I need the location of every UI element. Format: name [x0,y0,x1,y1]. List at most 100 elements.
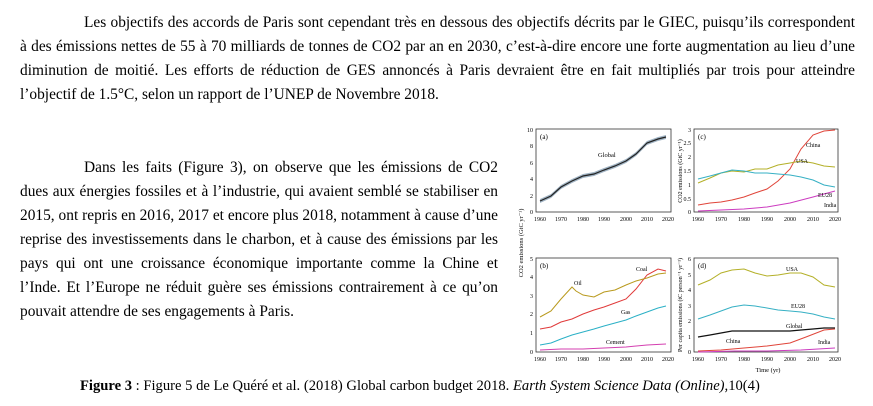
left-ylabel: CO2 emissions (GtC yr⁻¹) [518,209,525,278]
panel-c-india-line [697,190,836,212]
panel-a-xticks: 1960 1970 1980 1990 2000 2010 2020 [534,217,674,223]
svg-text:2000: 2000 [784,357,796,363]
panel-b-frame [535,257,672,353]
svg-text:5: 5 [688,273,691,279]
panel-d-china-label: China [726,339,741,345]
panel-d-india-label: India [818,340,831,346]
panel-a-letter: (a) [540,133,548,141]
panel-d-letter: (d) [698,262,707,270]
svg-text:1970: 1970 [715,217,727,223]
svg-text:2020: 2020 [829,217,841,223]
panel-b-coal-line [539,268,667,330]
panel-b-coal-label: Coal [636,267,648,273]
svg-text:4: 4 [530,177,533,183]
x-axis-label: Time (yr) [756,367,781,374]
svg-text:1980: 1980 [577,217,589,223]
panel-d-yticks: 0 1 2 3 4 5 6 [688,257,691,356]
paragraph-paris-objectives: Les objectifs des accords de Paris sont … [20,14,855,103]
panel-d-global-line [697,327,835,338]
panel-a-yticks: 0 2 4 6 8 10 [527,128,533,216]
svg-text:3: 3 [688,304,691,310]
panel-b-oil-line [539,272,667,318]
svg-text:2: 2 [688,155,691,161]
panel-d-eu28-line [697,304,836,320]
svg-text:0: 0 [688,210,691,216]
panel-c-china-line [697,129,836,206]
panel-c-india-label: India [824,203,837,209]
svg-text:2010: 2010 [807,217,819,223]
svg-text:1: 1 [688,183,691,189]
svg-text:10: 10 [527,128,533,134]
panel-a-uncertainty-band [540,135,666,203]
svg-text:2: 2 [530,194,533,200]
svg-text:2.5: 2.5 [684,141,692,147]
panel-b-cement-label: Cement [606,340,625,346]
panel-c-letter: (c) [698,133,706,141]
svg-text:3: 3 [530,294,533,300]
svg-text:2: 2 [530,312,533,318]
figure-3-emissions-panels: (a) (c) (b) (d) 0 2 4 6 8 10 0 1 2 3 4 5… [518,128,841,374]
svg-text:2: 2 [688,319,691,325]
svg-text:2020: 2020 [662,357,674,363]
svg-text:1990: 1990 [761,217,773,223]
panel-b-oil-label: Oil [574,281,582,287]
panel-b-gas-line [539,305,667,346]
svg-text:3: 3 [688,128,691,134]
panel-b-cement-line [539,343,667,351]
svg-text:1960: 1960 [692,357,704,363]
panel-c-eu28-line [697,169,836,188]
panel-d-eu28-label: EU28 [791,304,805,310]
panel-a-global-line [539,136,667,202]
svg-text:1970: 1970 [715,357,727,363]
panel-c-xticks: 1960 1970 1980 1990 2000 2010 2020 [692,217,841,223]
svg-text:1990: 1990 [598,357,610,363]
svg-text:1: 1 [530,331,533,337]
svg-text:6: 6 [688,257,691,263]
panel-c-eu28-label: EU28 [818,193,832,199]
panel-c-usa-label: USA [796,159,809,165]
svg-text:0.5: 0.5 [684,197,692,203]
panel-c-china-label: China [806,143,821,149]
svg-text:5: 5 [530,257,533,263]
panel-b-yticks: 0 1 2 3 4 5 [530,257,533,356]
svg-text:2010: 2010 [807,357,819,363]
caption-text-1: : Figure 5 de Le Quéré et al. (2018) Glo… [132,378,513,394]
svg-text:4: 4 [530,275,533,281]
right-top-ylabel: CO2 emissions (GtC yr⁻¹) [677,139,684,202]
svg-text:1970: 1970 [555,357,567,363]
svg-text:0: 0 [530,210,533,216]
svg-text:6: 6 [530,161,533,167]
svg-text:0: 0 [688,350,691,356]
panel-d-china-line [697,328,836,352]
panel-d-global-label: Global [786,324,803,330]
svg-text:8: 8 [530,144,533,150]
svg-text:1960: 1960 [534,357,546,363]
panel-d-usa-line [697,268,836,288]
svg-text:2000: 2000 [784,217,796,223]
caption-label: Figure 3 [80,378,133,394]
svg-text:1980: 1980 [738,357,750,363]
svg-text:0: 0 [530,350,533,356]
svg-text:4: 4 [688,288,691,294]
svg-text:1990: 1990 [598,217,610,223]
svg-text:1980: 1980 [738,217,750,223]
panel-b-xticks: 1960 1970 1980 1990 2000 2010 2020 [534,357,674,363]
caption-text-2: 10(4) [728,378,760,394]
svg-text:1980: 1980 [577,357,589,363]
panel-a-global-label: Global [598,152,616,159]
svg-text:1970: 1970 [555,217,567,223]
panel-b-gas-label: Gas [621,310,631,316]
svg-text:2000: 2000 [620,357,632,363]
svg-text:2020: 2020 [829,357,841,363]
panel-d-usa-label: USA [786,267,799,273]
svg-text:1960: 1960 [534,217,546,223]
svg-text:2010: 2010 [641,357,653,363]
svg-text:1: 1 [688,335,691,341]
panel-c-usa-line [697,160,836,184]
svg-text:2020: 2020 [662,217,674,223]
right-bottom-ylabel: Per capita emissions (tC person⁻¹ yr⁻¹) [677,258,684,352]
figure-caption: Figure 3 : Figure 5 de Le Quéré et al. (… [80,378,760,395]
svg-text:2010: 2010 [641,217,653,223]
svg-text:1960: 1960 [692,217,704,223]
panel-c-yticks: 0 0.5 1 1.5 2 2.5 3 [684,128,692,216]
